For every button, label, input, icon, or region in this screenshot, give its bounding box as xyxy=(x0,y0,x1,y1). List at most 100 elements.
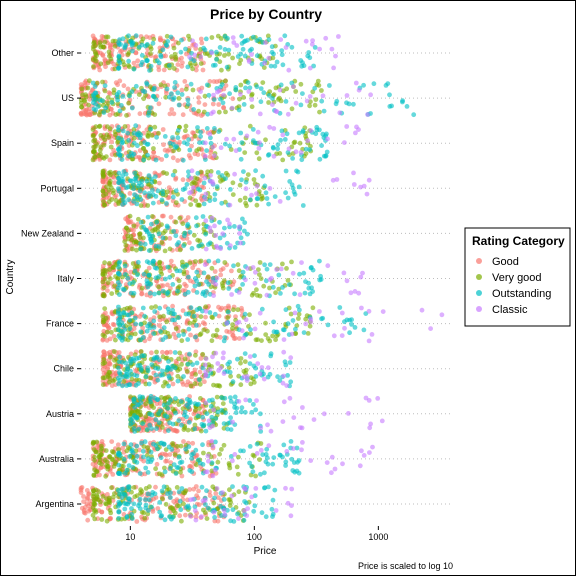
data-point xyxy=(92,454,97,460)
data-point xyxy=(258,276,264,281)
data-point xyxy=(325,322,331,328)
data-point xyxy=(122,272,128,277)
data-point xyxy=(78,487,84,493)
data-point xyxy=(196,377,202,382)
data-point xyxy=(368,92,373,98)
data-point xyxy=(232,394,238,400)
data-point xyxy=(98,443,104,449)
data-point xyxy=(201,45,207,51)
data-point xyxy=(222,512,228,517)
data-point xyxy=(298,150,304,155)
data-point xyxy=(204,516,210,521)
data-point xyxy=(317,109,322,115)
data-point xyxy=(197,369,203,375)
data-point xyxy=(299,260,304,265)
data-point xyxy=(112,66,118,72)
data-point xyxy=(227,143,233,149)
data-point xyxy=(154,397,160,403)
data-point xyxy=(158,408,163,414)
data-point xyxy=(141,454,146,460)
data-point xyxy=(281,442,287,448)
data-point xyxy=(287,360,293,365)
data-point xyxy=(179,518,184,524)
data-point xyxy=(122,248,128,253)
data-point xyxy=(202,102,208,107)
data-point xyxy=(174,485,180,490)
data-point xyxy=(122,239,128,245)
data-point xyxy=(236,516,241,521)
data-point xyxy=(265,33,271,39)
data-point xyxy=(284,131,290,137)
data-point xyxy=(260,80,266,85)
data-point xyxy=(138,219,144,225)
data-point xyxy=(237,96,242,102)
data-point xyxy=(175,62,181,67)
data-point xyxy=(206,242,211,247)
data-point xyxy=(159,488,165,494)
data-point xyxy=(198,54,204,60)
data-point xyxy=(152,227,158,233)
data-point xyxy=(202,51,208,56)
data-point xyxy=(199,40,205,46)
data-point xyxy=(358,274,364,280)
data-point xyxy=(153,372,159,378)
data-point xyxy=(218,96,223,102)
data-point xyxy=(283,362,289,368)
data-point xyxy=(214,49,219,55)
y-tick-label: Chile xyxy=(53,364,74,374)
data-point xyxy=(216,109,222,115)
data-point xyxy=(87,96,92,102)
data-point xyxy=(254,191,259,197)
data-point xyxy=(201,270,207,276)
data-point xyxy=(259,306,265,312)
data-point xyxy=(116,170,122,176)
data-point xyxy=(110,378,116,384)
data-point xyxy=(260,452,266,457)
data-point xyxy=(258,471,263,477)
data-point xyxy=(267,186,273,191)
data-point xyxy=(251,177,257,182)
data-point xyxy=(217,219,222,225)
data-point xyxy=(100,367,106,373)
data-point xyxy=(351,101,356,107)
data-point xyxy=(337,305,343,310)
data-point xyxy=(252,503,258,509)
data-point xyxy=(208,169,214,174)
data-point xyxy=(131,223,137,229)
data-point xyxy=(102,276,108,282)
data-point xyxy=(267,124,272,130)
data-point xyxy=(136,381,141,386)
data-point xyxy=(193,334,198,340)
data-point xyxy=(247,312,252,318)
data-point xyxy=(182,79,188,84)
data-point xyxy=(150,490,156,495)
data-point xyxy=(92,155,98,160)
data-point xyxy=(289,259,294,265)
data-point xyxy=(150,187,155,193)
data-point xyxy=(191,486,197,492)
data-point xyxy=(275,146,280,152)
data-point xyxy=(159,157,165,162)
data-point xyxy=(116,381,121,387)
data-point xyxy=(153,54,159,60)
data-point xyxy=(221,105,227,111)
data-point xyxy=(163,94,169,100)
data-point xyxy=(266,152,272,157)
chart-title: Price by Country xyxy=(210,6,322,22)
data-point xyxy=(277,87,283,93)
data-point xyxy=(111,190,116,196)
data-point xyxy=(230,192,236,198)
data-point xyxy=(212,269,218,274)
data-point xyxy=(129,376,135,382)
data-point xyxy=(228,187,233,192)
data-point xyxy=(325,263,331,269)
data-point xyxy=(283,99,289,104)
data-point xyxy=(230,326,235,331)
data-point xyxy=(152,124,158,130)
data-point xyxy=(105,374,111,379)
data-point xyxy=(176,333,182,338)
data-point xyxy=(214,394,220,400)
data-point xyxy=(113,337,118,343)
y-tick-label: US xyxy=(61,93,74,103)
data-point xyxy=(186,326,192,332)
